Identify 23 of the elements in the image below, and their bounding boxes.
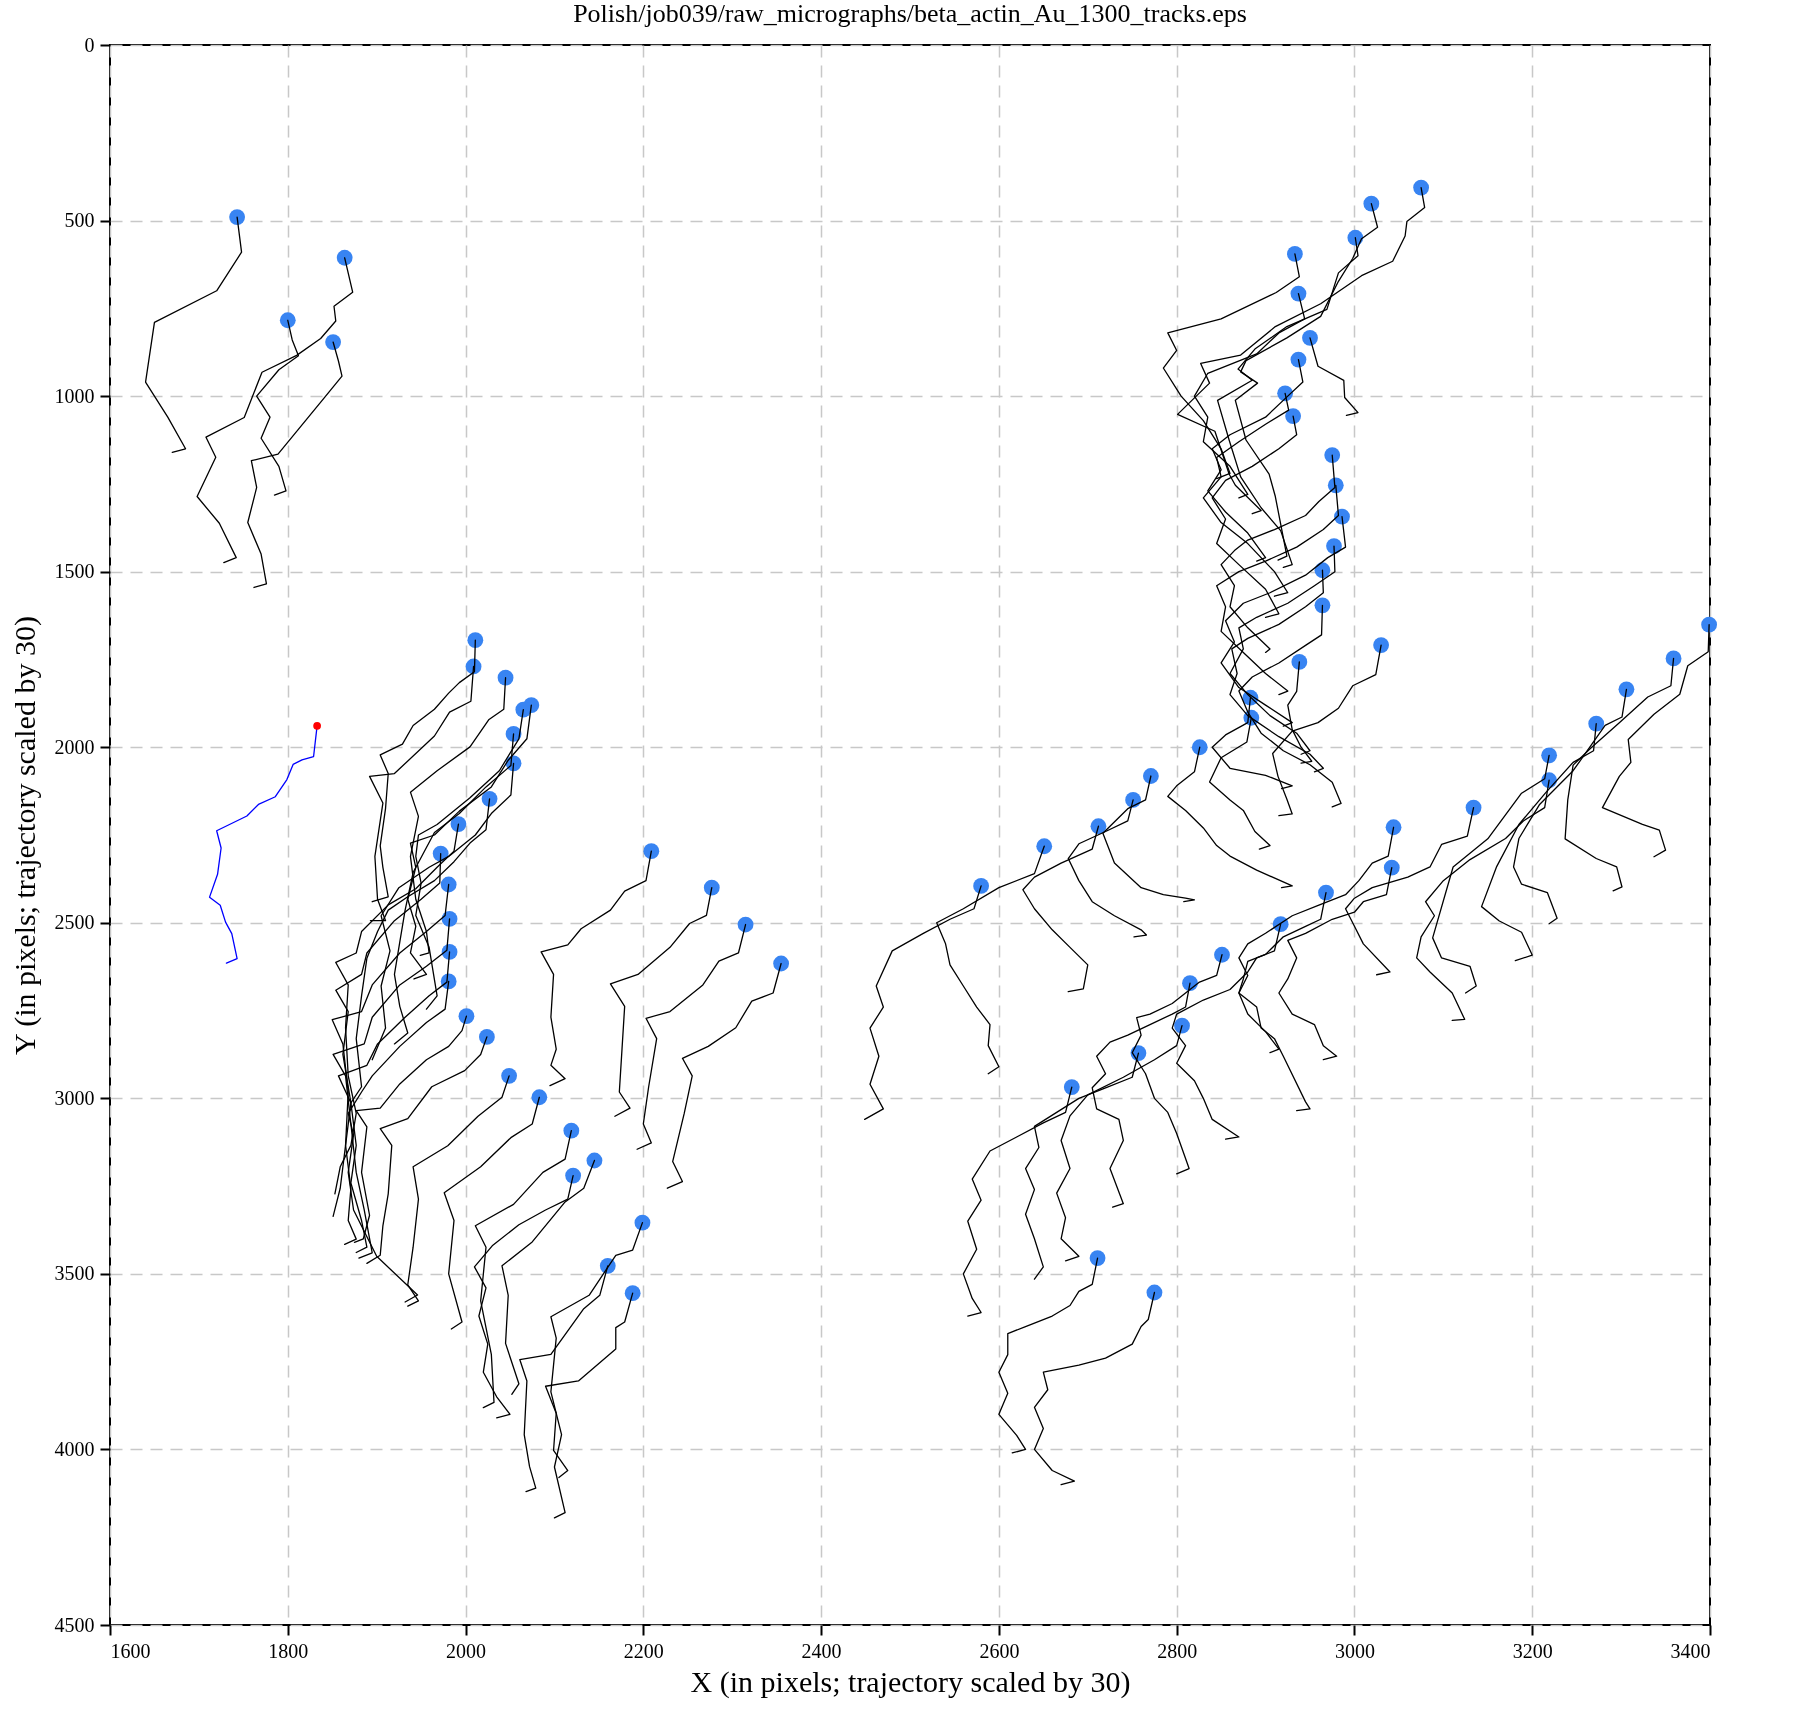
- y-tick-label: 3500: [54, 1262, 95, 1285]
- x-axis-title: X (in pixels; trajectory scaled by 30): [690, 1664, 1131, 1699]
- x-tick-label: 2000: [446, 1639, 487, 1662]
- y-tick-label: 1500: [54, 560, 95, 583]
- y-tick-label: 500: [64, 209, 95, 232]
- y-tick-label: 4000: [54, 1437, 95, 1460]
- x-tick-label: 2200: [623, 1639, 664, 1662]
- y-tick-label: 1000: [54, 384, 95, 407]
- x-tick-label: 3200: [1512, 1639, 1553, 1662]
- y-tick-label: 3000: [54, 1086, 95, 1109]
- x-tick-label: 1800: [268, 1639, 309, 1662]
- y-tick-label: 0: [84, 33, 95, 56]
- x-tick-label: 2800: [1157, 1639, 1198, 1662]
- x-tick-label: 2400: [801, 1639, 842, 1662]
- y-tick-label: 2000: [54, 735, 95, 758]
- y-tick-label: 4500: [54, 1613, 95, 1636]
- y-tick-label: 2500: [54, 911, 95, 934]
- y-axis-title: Y (in pixels; trajectory scaled by 30): [7, 616, 42, 1055]
- x-tick-label: 3000: [1334, 1639, 1375, 1662]
- x-tick-label: 1600: [110, 1639, 151, 1662]
- x-tick-label: 2600: [979, 1639, 1020, 1662]
- chart-title: Polish/job039/raw_micrographs/beta_actin_Au_1300_tracks.eps: [573, 0, 1247, 28]
- x-tick-label: 3400: [1670, 1639, 1711, 1662]
